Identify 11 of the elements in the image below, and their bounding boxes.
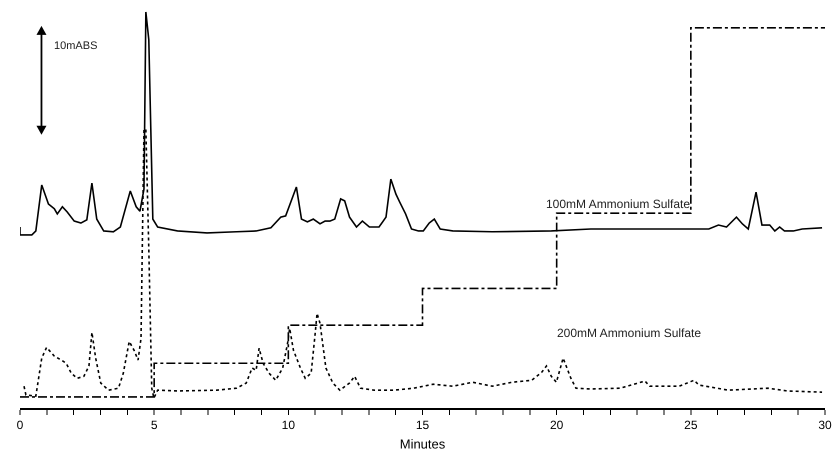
x-axis-title: Minutes — [400, 436, 446, 452]
x-tick-label: 0 — [16, 418, 24, 432]
annotation: 10mABS — [54, 40, 98, 52]
x-tick-label: 5 — [150, 418, 158, 432]
x-tick-label: 10 — [282, 418, 296, 432]
x-tick-label: 20 — [550, 418, 564, 432]
x-tick-label: 30 — [818, 418, 832, 432]
series-label: 200mM Ammonium Sulfate — [557, 326, 702, 340]
series-label: 100mM Ammonium Sulfate — [546, 197, 690, 211]
x-tick-label: 25 — [684, 418, 698, 432]
x-tick-label: 15 — [416, 418, 430, 432]
